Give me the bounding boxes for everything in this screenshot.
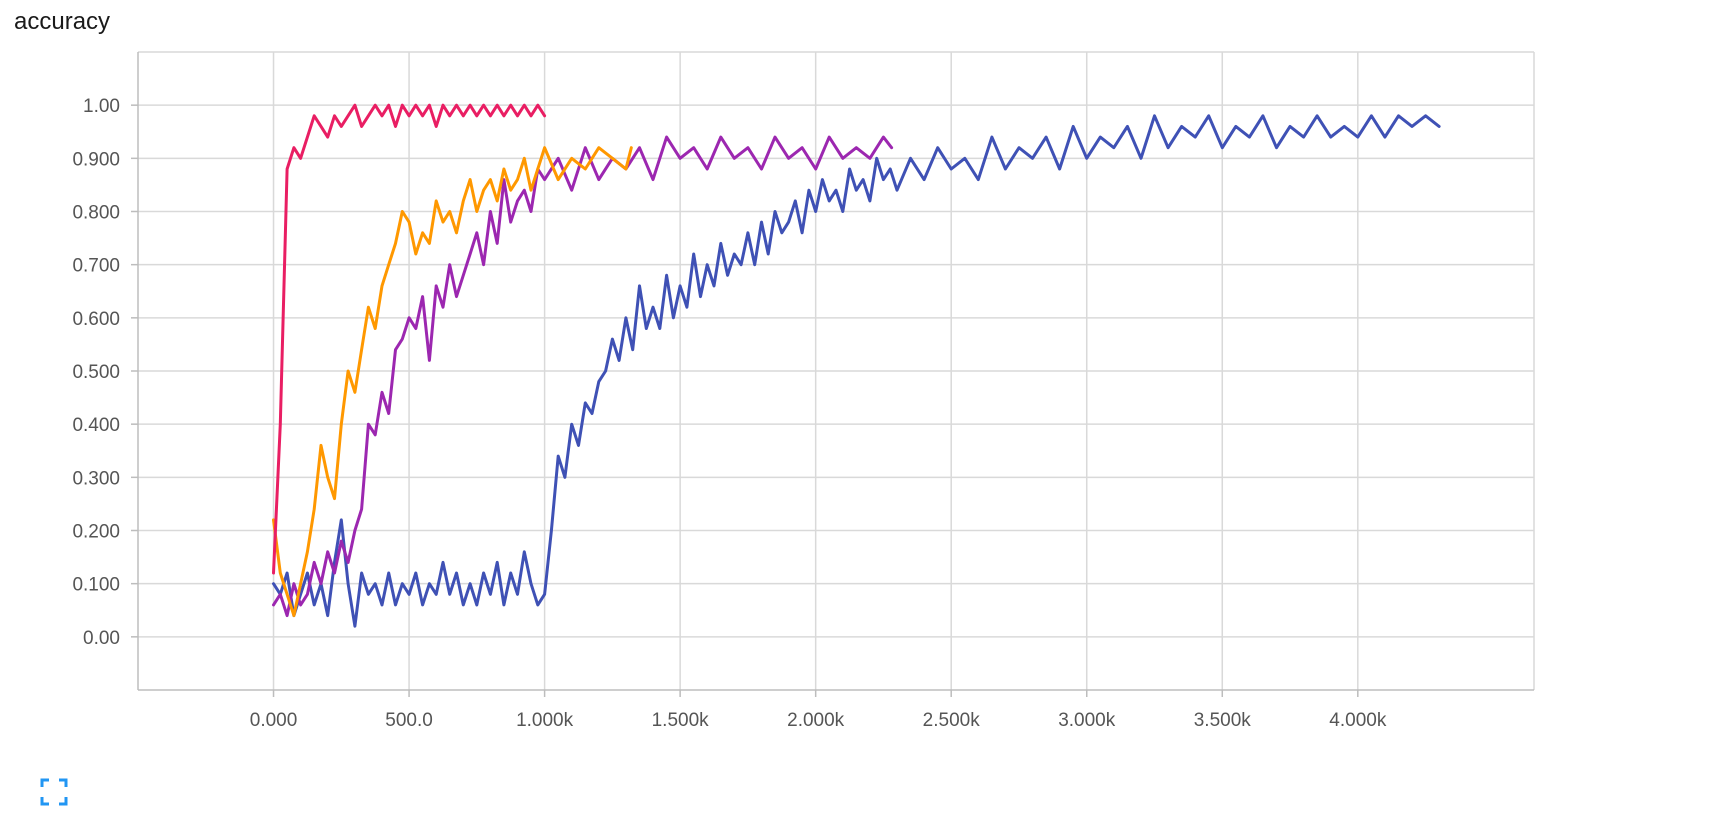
series-line-run-blue (272, 114, 1441, 628)
series-line-run-purple (272, 135, 894, 618)
series-line-run-orange (272, 146, 633, 618)
y-tick-label: 0.400 (72, 415, 120, 436)
axes (131, 52, 1534, 697)
y-tick-label: 0.600 (72, 309, 120, 330)
expand-chart-button[interactable] (40, 778, 68, 806)
y-tick-label: 0.100 (72, 575, 120, 596)
chart-title: accuracy (14, 8, 111, 35)
y-tick-label: 1.00 (83, 96, 120, 117)
expand-corners-icon (40, 778, 68, 806)
x-tick-label: 1.000k (516, 710, 574, 731)
grid (138, 51, 1535, 690)
x-tick-label: 0.000 (250, 710, 298, 731)
x-tick-label: 500.0 (385, 710, 433, 731)
y-tick-label: 0.00 (83, 628, 120, 649)
x-tick-label: 2.000k (787, 710, 845, 731)
y-tick-label: 0.900 (72, 149, 120, 170)
series-group (272, 103, 1441, 628)
y-tick-label: 0.800 (72, 203, 120, 224)
y-tick-label: 0.300 (72, 468, 120, 489)
y-tick-label: 0.500 (72, 362, 120, 383)
x-tick-label: 1.500k (652, 710, 710, 731)
x-tick-label: 4.000k (1329, 710, 1387, 731)
x-tick-label: 2.500k (923, 710, 981, 731)
x-tick-label: 3.500k (1194, 710, 1252, 731)
x-tick-label: 3.000k (1058, 710, 1116, 731)
y-tick-label: 0.200 (72, 522, 120, 543)
y-tick-label: 0.700 (72, 256, 120, 277)
series-line-run-pink (272, 103, 547, 575)
tick-labels: 0.00 0.100 0.200 0.300 0.400 0.500 0.600 0.700 0… (72, 96, 1386, 731)
